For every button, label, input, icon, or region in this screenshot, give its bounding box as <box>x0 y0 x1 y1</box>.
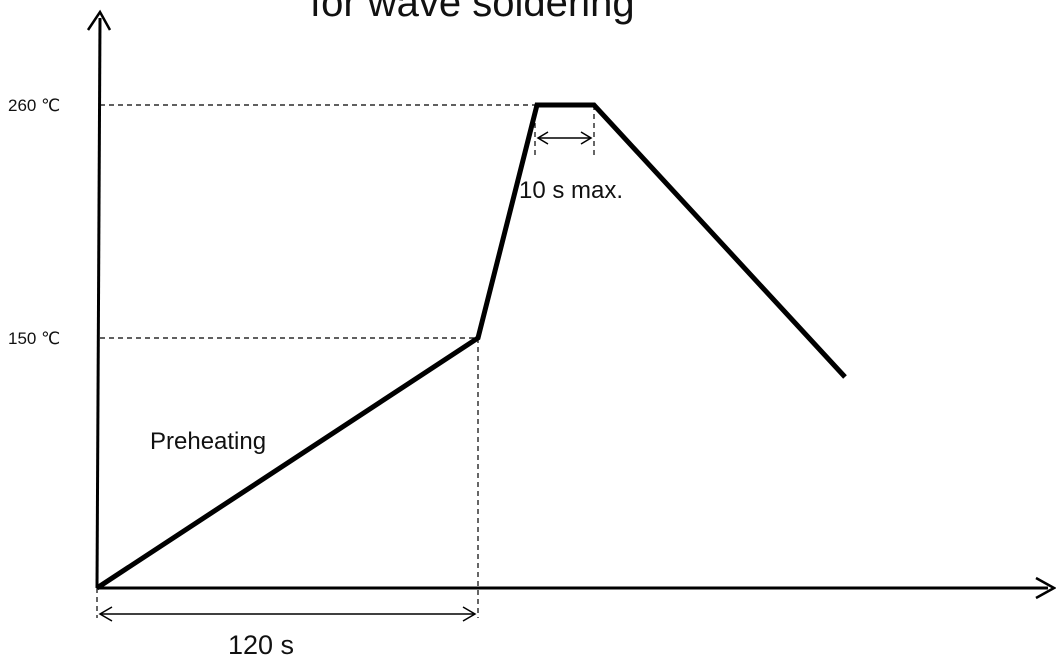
y-label-260: 260 ℃ <box>8 96 60 115</box>
preheat-duration-arrow <box>98 606 477 622</box>
preheat-duration-label: 120 s <box>228 630 294 660</box>
peak-duration-label: 10 s max. <box>519 177 623 204</box>
guide-lines <box>96 104 595 618</box>
preheating-label: Preheating <box>150 428 266 455</box>
y-axis <box>86 9 112 589</box>
peak-duration-arrow <box>536 131 593 145</box>
x-axis <box>97 576 1056 600</box>
diagram-title: for wave soldering <box>310 0 635 25</box>
temperature-profile-line <box>95 102 847 591</box>
y-label-150: 150 ℃ <box>8 329 60 348</box>
